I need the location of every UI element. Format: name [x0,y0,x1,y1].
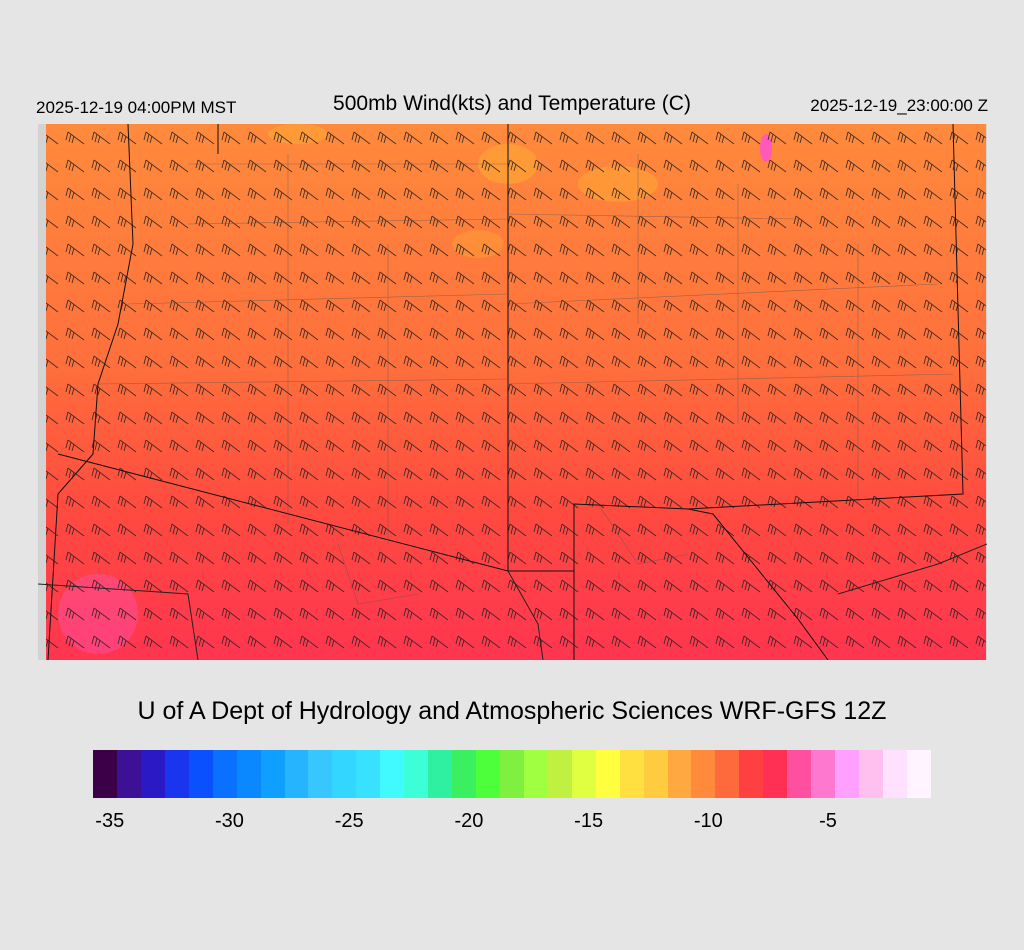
colorbar-swatch [739,750,764,798]
colorbar-swatch [404,750,429,798]
colorbar-swatch [547,750,572,798]
colorbar-swatch [212,750,237,798]
colorbar-swatch [428,750,453,798]
colorbar-tick-label: -20 [454,810,484,832]
colorbar-swatch [308,750,333,798]
colorbar-tick-label: -25 [334,810,364,832]
colorbar-tick-label: -10 [693,810,723,832]
colorbar-swatch [284,750,309,798]
colorbar-tick-label: -5 [819,810,837,832]
colorbar-swatch [906,750,931,798]
colorbar-swatch [188,750,213,798]
mexico-border-lines [38,543,987,660]
county-and-terrain-lines [97,154,954,605]
wind-barbs [46,124,986,660]
colorbar-swatch [164,750,189,798]
colorbar-swatch [667,750,692,798]
colorbar-swatch [332,750,357,798]
colorbar-swatch [619,750,644,798]
colorbar-swatch [499,750,524,798]
colorbar-swatch [236,750,261,798]
colorbar-swatch [811,750,836,798]
map-title: 500mb Wind(kts) and Temperature (C) [333,92,691,115]
colorbar-swatch [763,750,788,798]
state-borders [47,124,964,660]
colorbar-swatch [452,750,476,798]
colorbar-swatch [643,750,668,798]
colorbar-swatch [476,750,500,798]
temperature-wind-map [38,124,987,660]
temperature-colorbar [93,750,931,798]
colorbar-swatch [260,750,285,798]
colorbar-swatch [859,750,883,798]
colorbar-swatch [835,750,859,798]
model-credit: U of A Dept of Hydrology and Atmospheric… [137,697,887,725]
colorbar-swatch [571,750,596,798]
colorbar-swatch [140,750,165,798]
colorbar-swatch [93,750,117,798]
colorbar-swatch [882,750,907,798]
colorbar-swatch [356,750,381,798]
colorbar-swatch [523,750,548,798]
valid-time-label: 2025-12-19_23:00:00 Z [810,96,988,115]
local-time-label: 2025-12-19 04:00PM MST [36,98,237,117]
map-panel [38,124,987,660]
colorbar-swatch [116,750,141,798]
colorbar-swatch [595,750,620,798]
colorbar-tick-label: -30 [215,810,244,832]
colorbar-tick-label: -15 [574,810,604,832]
colorbar-swatch [715,750,740,798]
colorbar-swatch [787,750,812,798]
colorbar-swatch [380,750,405,798]
colorbar-labels: -35 -30 -25 -20 -15 -10 -5 [0,810,1024,840]
colorbar-tick-label: -35 [95,810,125,832]
colorbar-swatch [691,750,716,798]
